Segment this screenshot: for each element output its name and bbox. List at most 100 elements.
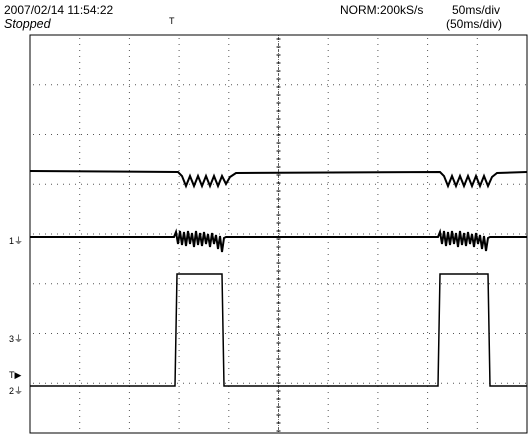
grid-dot: [219, 283, 220, 285]
grid-dot: [513, 233, 514, 235]
grid-dot: [79, 152, 81, 153]
grid-dot: [427, 362, 429, 363]
grid-dot: [427, 194, 429, 195]
grid-dot: [423, 84, 424, 86]
grid-dot: [278, 248, 279, 249]
grid-dot: [477, 134, 478, 135]
grid-dot: [327, 134, 328, 135]
grid-dot: [189, 84, 190, 86]
grid-dot: [377, 272, 379, 273]
ch3-ground-marker[interactable]: 3⏚: [9, 334, 23, 344]
grid-dot: [278, 98, 279, 99]
ch1-ground-marker[interactable]: 1⏚: [9, 236, 23, 246]
grid-dot: [79, 224, 81, 225]
grid-dot: [327, 392, 329, 393]
grid-dot: [399, 183, 400, 185]
grid-dot: [327, 266, 329, 267]
grid-dot: [327, 320, 329, 321]
grid-dot: [411, 233, 412, 235]
grid-dot: [178, 128, 180, 129]
grid-dot: [513, 84, 514, 86]
grid-dot: [369, 183, 370, 185]
grid-dot: [93, 233, 94, 235]
grid-dot: [405, 283, 406, 285]
grid-dot: [507, 382, 508, 384]
grid-dot: [228, 182, 230, 183]
grid-dot: [447, 84, 448, 86]
grid-dot: [228, 62, 230, 63]
grid-dot: [273, 183, 274, 185]
grid-dot: [476, 416, 478, 417]
grid-dot: [195, 333, 196, 334]
grid-dot: [79, 314, 81, 315]
trigger-level-label: T: [9, 370, 15, 380]
grid-dot: [178, 332, 180, 333]
grid-dot: [255, 382, 256, 384]
grid-dot: [377, 56, 379, 57]
grid-dot: [476, 392, 478, 393]
grid-dot: [69, 84, 70, 86]
grid-dot: [128, 164, 130, 165]
grid-dot: [465, 333, 466, 334]
grid-dot: [495, 183, 496, 185]
grid-dot: [177, 382, 178, 384]
grid-dot: [278, 344, 279, 345]
grid-dot: [476, 338, 478, 339]
grid-dot: [369, 382, 370, 384]
grid-dot: [237, 84, 238, 86]
grid-dot: [178, 38, 180, 39]
grid-dot: [321, 333, 322, 334]
grid-dot: [79, 296, 81, 297]
grid-dot: [471, 382, 472, 384]
grid-dot: [213, 233, 214, 235]
grid-dot: [79, 356, 81, 357]
grid-dot: [228, 356, 230, 357]
grid-dot: [243, 233, 244, 235]
grid-dot: [309, 134, 310, 135]
grid-dot: [297, 183, 298, 185]
grid-dot: [427, 428, 429, 429]
grid-dot: [228, 410, 230, 411]
grid-dot: [178, 170, 180, 171]
grid-dot: [501, 382, 502, 384]
trigger-level-marker[interactable]: T▶: [9, 370, 21, 380]
grid-dot: [75, 382, 76, 384]
grid-dot: [79, 140, 81, 141]
trigger-position-marker[interactable]: T: [169, 16, 175, 26]
grid-dot: [105, 183, 106, 185]
grid-dot: [79, 50, 81, 51]
grid-dot: [128, 182, 130, 183]
grid-dot: [377, 350, 379, 351]
grid-dot: [476, 368, 478, 369]
grid-dot: [327, 332, 329, 333]
grid-dot: [228, 230, 230, 231]
grid-dot: [427, 212, 429, 213]
grid-dot: [327, 200, 329, 201]
grid-dot: [483, 382, 484, 384]
grid-dot: [178, 290, 180, 291]
grid-dot: [159, 333, 160, 334]
grid-dot: [327, 218, 329, 219]
grid-dot: [351, 382, 352, 384]
grid-dot: [228, 398, 230, 399]
grid-dot: [357, 183, 358, 185]
grid-dot: [128, 44, 130, 45]
grid-dot: [427, 152, 429, 153]
grid-dot: [213, 134, 214, 135]
grid-dot: [476, 404, 478, 405]
grid-dot: [327, 86, 329, 87]
grid-dot: [159, 84, 160, 86]
grid-dot: [228, 134, 230, 135]
grid-dot: [309, 233, 310, 235]
grid-dot: [79, 326, 81, 327]
grid-dot: [171, 84, 172, 86]
grid-dot: [195, 84, 196, 86]
ch2-ground-marker[interactable]: 2⏚: [9, 386, 23, 396]
grid-dot: [129, 134, 130, 135]
grid-dot: [165, 183, 166, 185]
grid-dot: [79, 404, 81, 405]
grid-dot: [327, 38, 329, 39]
grid-dot: [427, 314, 429, 315]
grid-dot: [476, 374, 478, 375]
grid-dot: [285, 283, 286, 285]
